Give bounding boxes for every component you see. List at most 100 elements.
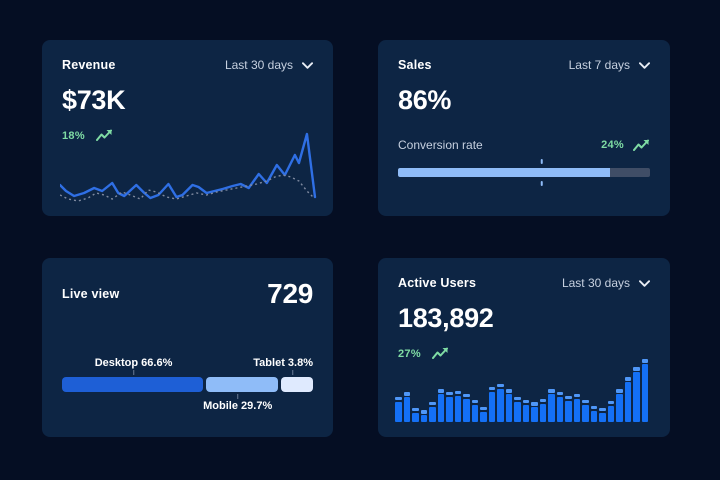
desktop-tick bbox=[132, 370, 135, 375]
trending-up-icon bbox=[431, 347, 448, 359]
revenue-period-select[interactable]: Last 30 days bbox=[225, 58, 313, 72]
desktop-label: Desktop 66.6% bbox=[94, 357, 173, 369]
device-split-chart: Desktop 66.6% Tablet 3.8% Mobile 29.7% bbox=[62, 357, 313, 423]
conversion-progress-fill bbox=[398, 168, 610, 177]
trending-up-icon bbox=[95, 129, 112, 141]
active-users-delta-row: 27% bbox=[398, 347, 650, 360]
user-bar-cap bbox=[437, 389, 444, 393]
user-bar-cap bbox=[454, 390, 461, 394]
user-bar-cap bbox=[522, 399, 529, 404]
user-bar bbox=[531, 402, 538, 422]
user-bar-cap bbox=[548, 389, 555, 393]
user-bar bbox=[573, 393, 580, 422]
user-bar-cap bbox=[573, 393, 580, 398]
user-bar bbox=[429, 401, 436, 422]
user-bar-body bbox=[446, 396, 453, 422]
user-bar-cap bbox=[480, 406, 487, 411]
user-bar-body bbox=[505, 394, 512, 422]
user-bar-cap bbox=[497, 383, 504, 388]
chevron-down-icon bbox=[639, 61, 650, 69]
user-bar-body bbox=[582, 404, 589, 422]
device-ticks-bottom bbox=[62, 394, 313, 400]
mobile-label: Mobile 29.7% bbox=[203, 400, 273, 412]
user-bar-body bbox=[548, 394, 555, 422]
user-bar-cap bbox=[582, 399, 589, 404]
user-bar-cap bbox=[429, 401, 436, 406]
conversion-progress-track bbox=[398, 168, 650, 177]
tablet-label: Tablet 3.8% bbox=[253, 357, 313, 369]
user-bar-body bbox=[522, 404, 529, 422]
user-bar-body bbox=[590, 410, 597, 422]
user-bar bbox=[599, 407, 606, 422]
user-bar bbox=[548, 389, 555, 422]
live-view-card-header: Live view 729 bbox=[62, 278, 313, 310]
user-bar-cap bbox=[531, 402, 538, 406]
user-bar-cap bbox=[471, 399, 478, 404]
user-bar-body bbox=[514, 401, 521, 422]
user-bar bbox=[641, 359, 648, 422]
revenue-value: $73K bbox=[62, 85, 126, 115]
sales-title: Sales bbox=[398, 58, 432, 72]
device-labels-top: Desktop 66.6% Tablet 3.8% bbox=[62, 357, 313, 370]
user-bar bbox=[446, 391, 453, 422]
active-users-period-select[interactable]: Last 30 days bbox=[562, 276, 650, 290]
revenue-period-label: Last 30 days bbox=[224, 58, 293, 72]
user-bar-cap bbox=[412, 407, 419, 412]
conversion-label: Conversion rate bbox=[398, 138, 483, 152]
user-bar-body bbox=[633, 372, 640, 422]
live-view-title: Live view bbox=[62, 287, 120, 301]
user-bar bbox=[437, 389, 444, 422]
live-view-value: 729 bbox=[267, 278, 313, 309]
user-bar bbox=[420, 410, 427, 422]
chevron-down-icon bbox=[302, 61, 313, 69]
user-bar-body bbox=[607, 405, 614, 422]
user-bar-cap bbox=[641, 359, 648, 363]
user-bar bbox=[454, 390, 461, 422]
user-bar-body bbox=[573, 398, 580, 422]
live-view-card: Live view 729 Desktop 66.6% Tablet 3.8% … bbox=[42, 258, 333, 437]
conversion-delta: 24% bbox=[601, 139, 624, 151]
user-bar-cap bbox=[395, 396, 402, 401]
user-bar-cap bbox=[403, 392, 410, 396]
user-bar bbox=[539, 398, 546, 422]
user-bar bbox=[403, 392, 410, 422]
user-bar-body bbox=[531, 407, 538, 422]
chevron-down-icon bbox=[639, 279, 650, 287]
device-labels-bottom: Mobile 29.7% bbox=[62, 400, 313, 413]
revenue-line-chart bbox=[60, 132, 317, 202]
mobile-segment bbox=[205, 377, 279, 392]
revenue-card-header: Revenue Last 30 days bbox=[62, 58, 313, 72]
sales-period-label: Last 7 days bbox=[568, 58, 630, 72]
revenue-title: Revenue bbox=[62, 58, 116, 72]
user-bar bbox=[480, 406, 487, 422]
user-bar-cap bbox=[590, 405, 597, 410]
user-bar-body bbox=[437, 394, 444, 422]
user-bar-body bbox=[488, 391, 495, 422]
conversion-row: Conversion rate 24% bbox=[398, 138, 650, 152]
user-bar-body bbox=[480, 411, 487, 422]
device-ticks-top bbox=[62, 370, 313, 376]
user-bar bbox=[556, 391, 563, 422]
user-bar bbox=[633, 367, 640, 422]
active-users-card: Active Users Last 30 days 183,892 27% bbox=[378, 258, 670, 437]
user-bar bbox=[488, 386, 495, 422]
active-users-title: Active Users bbox=[398, 276, 477, 290]
user-bar-cap bbox=[539, 398, 546, 403]
user-bar-cap bbox=[633, 367, 640, 371]
user-bar-cap bbox=[446, 391, 453, 396]
active-users-period-label: Last 30 days bbox=[561, 276, 630, 290]
revenue-delta: 18% bbox=[62, 129, 85, 142]
tablet-segment bbox=[281, 377, 313, 392]
user-bar-body bbox=[412, 412, 419, 422]
user-bar-body bbox=[565, 400, 572, 422]
user-bar bbox=[607, 400, 614, 422]
user-bar-body bbox=[403, 397, 410, 422]
user-bar bbox=[505, 389, 512, 422]
progress-marker-top bbox=[540, 159, 543, 164]
user-bar-body bbox=[420, 415, 427, 422]
user-bar bbox=[565, 395, 572, 422]
tablet-tick bbox=[292, 370, 294, 375]
user-bar-body bbox=[454, 395, 461, 422]
user-bar-cap bbox=[505, 389, 512, 393]
sales-period-select[interactable]: Last 7 days bbox=[569, 58, 650, 72]
